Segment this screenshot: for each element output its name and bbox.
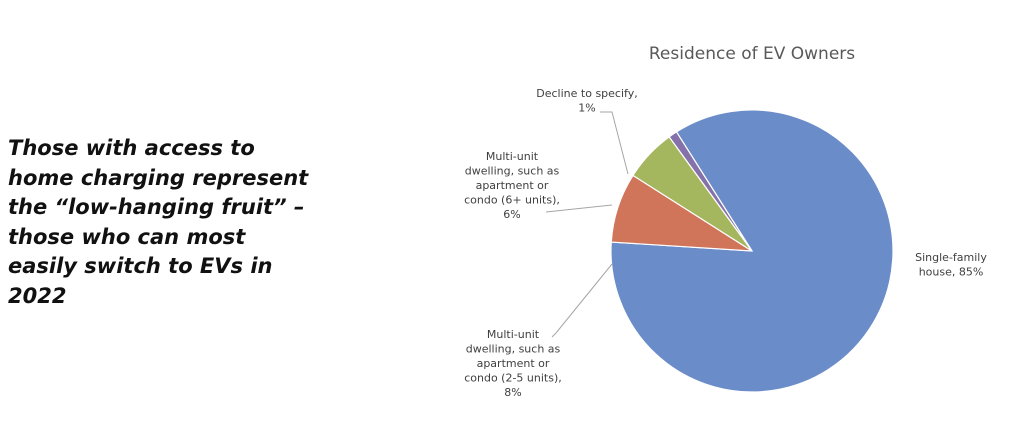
leader-lines [545, 111, 629, 338]
pie-slice-3 [668, 131, 753, 252]
slice-label-1-line-2: apartment or [477, 357, 550, 370]
slice-label-1-line-4: 8% [504, 386, 521, 399]
slice-label-2: Multi-unit dwelling, such as apartment or c… [464, 150, 560, 221]
slice-label-2-line-1: dwelling, such as [465, 165, 560, 178]
caption-line-2: home charging represent [8, 165, 309, 190]
slice-label-3: Decline to specify, 1% [536, 87, 637, 115]
slice-label-0: Single-family house, 85% [915, 251, 987, 279]
slice-label-0-line-0: Single-family [915, 251, 987, 264]
slice-label-2-line-0: Multi-unit [486, 150, 539, 163]
caption-line-1: Those with access to [8, 136, 255, 160]
chart-title: Residence of EV Owners [649, 44, 855, 64]
slice-label-1-line-3: condo (2-5 units), [464, 372, 562, 385]
pie-slices [610, 109, 894, 393]
slice-labels: Single-family house, 85% Multi-unit dwellin… [464, 87, 987, 399]
slide-caption: Those with access to home charging repre… [8, 134, 328, 311]
slice-label-2-line-2: apartment or [476, 179, 549, 192]
leader-line-1 [551, 263, 613, 338]
caption-line-5: easily switch to EVs in [8, 254, 273, 278]
slice-label-3-line-1: 1% [578, 102, 595, 115]
slice-label-2-line-3: condo (6+ units), [464, 194, 560, 207]
slice-label-1-line-1: dwelling, such as [466, 343, 561, 356]
caption-line-3: the “low-hanging fruit” – [8, 195, 305, 219]
leader-line-2 [545, 204, 613, 213]
slice-label-2-line-4: 6% [503, 208, 520, 221]
caption-line-6: 2022 [8, 283, 67, 308]
slice-label-3-line-0: Decline to specify, [536, 87, 637, 100]
slice-label-1: Multi-unit dwelling, such as apartment or c… [464, 328, 562, 399]
slice-label-1-line-0: Multi-unit [487, 328, 540, 341]
caption-line-4: those who can most [8, 224, 246, 249]
slice-label-0-line-1: house, 85% [919, 266, 984, 279]
leader-line-3 [600, 111, 629, 175]
